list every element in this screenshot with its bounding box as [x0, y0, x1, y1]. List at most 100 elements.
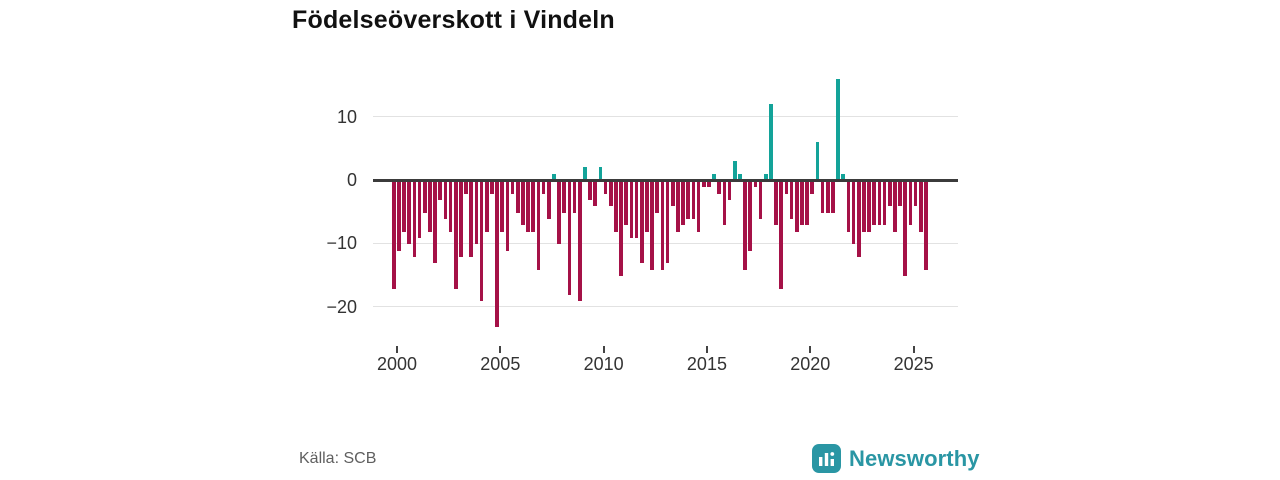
- y-axis-label: 10: [336, 106, 357, 127]
- bar: [629, 181, 634, 238]
- x-axis-tick: [396, 346, 398, 353]
- bar: [743, 181, 747, 270]
- zero-axis-line: [373, 179, 958, 182]
- bar: [603, 181, 608, 194]
- bar: [887, 181, 892, 207]
- bar: [903, 181, 908, 276]
- bar: [825, 181, 830, 213]
- bar: [397, 181, 401, 251]
- bar: [531, 181, 536, 232]
- bar: [893, 181, 897, 232]
- bar: [402, 181, 406, 232]
- x-axis-tick: [809, 346, 812, 353]
- newsworthy-wordmark: Newsworthy: [849, 445, 980, 471]
- bar: [696, 181, 701, 232]
- bar: [505, 181, 510, 251]
- bar: [877, 181, 882, 226]
- bar: [567, 181, 572, 295]
- x-axis-label: 2000: [376, 354, 418, 374]
- bar: [624, 181, 629, 226]
- bar: [872, 181, 877, 226]
- x-axis-tick: [705, 346, 708, 353]
- x-axis-label: 2025: [893, 354, 934, 374]
- bar: [500, 181, 505, 232]
- bar: [836, 78, 840, 180]
- bar: [727, 181, 732, 200]
- source-label: Källa: SCB: [299, 450, 377, 467]
- bar: [794, 181, 799, 232]
- bar: [479, 181, 484, 302]
- bar: [392, 181, 396, 289]
- bar: [557, 181, 561, 245]
- bar: [619, 181, 623, 276]
- bar: [443, 181, 448, 219]
- bar: [541, 181, 546, 194]
- bar: [898, 181, 902, 207]
- bar: [536, 181, 541, 270]
- chart-title: Födelseöverskott i Vindeln: [292, 6, 615, 34]
- bar: [526, 181, 530, 232]
- bar: [732, 161, 737, 180]
- bar: [753, 181, 758, 188]
- bar: [882, 181, 887, 226]
- bar: [701, 181, 706, 188]
- bar: [784, 181, 789, 194]
- bar: [428, 181, 432, 232]
- bar: [598, 167, 603, 180]
- bar: [717, 181, 722, 194]
- bar: [433, 181, 437, 264]
- bar: [841, 173, 846, 180]
- bar: [660, 181, 665, 270]
- bar: [515, 181, 520, 213]
- x-axis-tick: [912, 346, 915, 353]
- gridline: [373, 116, 958, 118]
- bar: [634, 181, 639, 238]
- bar: [856, 181, 861, 257]
- bar: [918, 181, 923, 232]
- y-axis-label: −10: [326, 233, 357, 254]
- bar: [691, 181, 696, 219]
- bar: [707, 181, 711, 188]
- bar: [474, 181, 479, 245]
- bar: [851, 181, 856, 245]
- bar: [738, 173, 742, 180]
- plot-area: 2000 2005 2010 2015 2020 2025: [373, 70, 958, 374]
- bar: [510, 181, 515, 194]
- bar: [407, 181, 412, 245]
- bar: [867, 181, 871, 232]
- bar: [846, 181, 851, 232]
- bar: [614, 181, 618, 232]
- bar: [800, 181, 804, 226]
- bar: [774, 181, 778, 226]
- bar: [412, 181, 417, 257]
- x-axis-label: 2015: [686, 354, 727, 374]
- newsworthy-logo: Newsworthy: [812, 444, 980, 473]
- bar: [769, 104, 773, 180]
- bar: [758, 181, 763, 219]
- bar: [490, 181, 494, 194]
- bar: [712, 173, 716, 180]
- bar: [650, 181, 654, 270]
- bar: [593, 181, 598, 207]
- bar: [810, 181, 815, 194]
- bar: [805, 181, 809, 226]
- bar: [417, 181, 422, 238]
- bar: [562, 181, 567, 213]
- newsworthy-chart-icon: [812, 444, 841, 473]
- y-axis-label: −20: [326, 296, 357, 317]
- bar: [484, 181, 489, 232]
- bar: [422, 181, 427, 213]
- x-axis-label: 2005: [480, 354, 521, 374]
- bar: [763, 173, 768, 180]
- bar: [815, 142, 820, 180]
- bar: [831, 181, 835, 213]
- gridline: [373, 306, 958, 308]
- y-axis-label: 0: [346, 170, 357, 190]
- bar: [862, 181, 866, 232]
- x-axis-label: 2020: [790, 354, 831, 374]
- bar: [722, 181, 727, 226]
- bar: [459, 181, 463, 257]
- bar: [908, 181, 913, 226]
- bar: [588, 181, 592, 200]
- x-axis-tick: [499, 346, 502, 353]
